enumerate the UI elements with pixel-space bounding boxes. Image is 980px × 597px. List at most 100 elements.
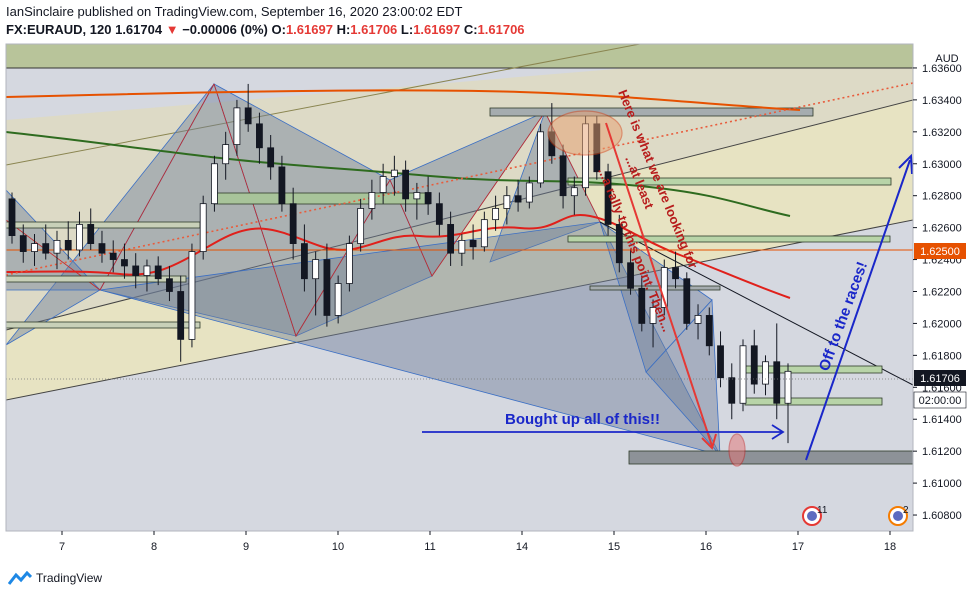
candle[interactable] xyxy=(402,160,410,212)
candle[interactable] xyxy=(98,230,106,263)
currency-label: AUD xyxy=(935,53,958,65)
candle[interactable] xyxy=(121,243,128,279)
candle[interactable] xyxy=(390,155,398,196)
candle-body-up xyxy=(390,169,398,177)
candle-body-up xyxy=(480,219,488,248)
candle[interactable] xyxy=(480,211,488,252)
y-tick-label: 1.63200 xyxy=(922,127,962,139)
candle-body-up xyxy=(143,265,151,276)
candle[interactable] xyxy=(233,99,241,156)
candle[interactable] xyxy=(784,363,792,444)
candle[interactable] xyxy=(615,214,623,273)
high-value: 1.61706 xyxy=(350,22,398,37)
event-badge-1[interactable]: 11 xyxy=(802,505,828,526)
price-change: −0.00006 (0%) xyxy=(182,22,268,37)
candle[interactable] xyxy=(728,363,736,420)
candle[interactable] xyxy=(413,182,421,220)
candle[interactable] xyxy=(604,163,612,236)
candle[interactable] xyxy=(773,323,781,420)
candle[interactable] xyxy=(750,329,758,394)
candle[interactable] xyxy=(42,224,50,260)
candle[interactable] xyxy=(469,224,477,260)
x-tick-label: 18 xyxy=(884,541,896,553)
candle-body-down xyxy=(514,195,522,203)
candle[interactable] xyxy=(31,234,38,266)
candle[interactable] xyxy=(627,249,634,295)
candle[interactable] xyxy=(8,192,16,244)
candle[interactable] xyxy=(357,198,365,252)
blue-up-arrow-head xyxy=(898,153,913,175)
candle[interactable] xyxy=(638,275,646,332)
candle[interactable] xyxy=(109,240,117,273)
candle[interactable] xyxy=(87,208,95,250)
tradingview-logo[interactable]: TradingView xyxy=(8,571,102,585)
box-bottom xyxy=(628,450,913,465)
candle[interactable] xyxy=(256,112,263,164)
candle[interactable] xyxy=(345,235,353,292)
candle[interactable] xyxy=(64,221,72,260)
candle-body-down xyxy=(627,262,634,289)
candle[interactable] xyxy=(379,163,387,204)
event-badge-2[interactable]: 2 xyxy=(888,505,909,526)
candle[interactable] xyxy=(514,179,522,212)
box-left-mid xyxy=(6,275,187,283)
candle[interactable] xyxy=(447,211,455,266)
candle[interactable] xyxy=(739,339,747,412)
candle-body-down xyxy=(109,252,117,260)
candle[interactable] xyxy=(705,307,713,356)
candle[interactable] xyxy=(660,259,668,316)
candle[interactable] xyxy=(222,131,230,180)
candle[interactable] xyxy=(649,299,657,348)
price-axis[interactable]: AUD 1.63600 1.63400 1.63200 1.63000 1.62800 1… xyxy=(913,53,962,522)
candle[interactable] xyxy=(424,176,432,215)
candle[interactable] xyxy=(301,224,308,292)
candle[interactable] xyxy=(154,256,162,286)
candle[interactable] xyxy=(559,144,567,209)
candle[interactable] xyxy=(683,272,691,330)
time-axis[interactable]: 7 8 9 10 11 14 15 16 17 18 xyxy=(59,531,896,553)
x-tick-label: 7 xyxy=(59,541,65,553)
candle[interactable] xyxy=(19,224,27,263)
candle[interactable] xyxy=(323,243,331,327)
candle[interactable] xyxy=(143,259,151,292)
symbol-label[interactable]: FX:EURAUD, 120 xyxy=(6,22,112,37)
candle[interactable] xyxy=(570,176,578,215)
candle[interactable] xyxy=(525,176,533,209)
candle[interactable] xyxy=(312,251,320,316)
candle[interactable] xyxy=(267,135,275,180)
candle[interactable] xyxy=(492,195,499,231)
candle[interactable] xyxy=(694,304,702,340)
candle[interactable] xyxy=(334,275,342,324)
candle[interactable] xyxy=(188,243,196,348)
candle[interactable] xyxy=(537,123,544,188)
box-support xyxy=(744,397,883,406)
candle[interactable] xyxy=(166,265,173,302)
candle[interactable] xyxy=(435,192,443,236)
candle-body-up xyxy=(784,370,792,404)
candle[interactable] xyxy=(672,251,679,289)
candle[interactable] xyxy=(211,155,218,212)
candle[interactable] xyxy=(368,179,376,220)
candle[interactable] xyxy=(76,211,83,257)
candle[interactable] xyxy=(458,234,466,266)
candle[interactable] xyxy=(762,355,769,396)
candle[interactable] xyxy=(244,83,252,132)
candle[interactable] xyxy=(177,275,185,362)
candle-body-down xyxy=(19,235,27,252)
candle-body-up xyxy=(53,239,61,254)
candle[interactable] xyxy=(717,331,724,388)
candle[interactable] xyxy=(132,253,140,289)
candle-body-down xyxy=(683,278,691,324)
candle-body-up xyxy=(199,203,207,252)
top-zone xyxy=(6,44,913,68)
candle[interactable] xyxy=(53,230,61,270)
candle[interactable] xyxy=(199,195,207,260)
candle[interactable] xyxy=(503,186,511,225)
candle[interactable] xyxy=(278,155,286,212)
candle-body-down xyxy=(87,224,95,244)
candle[interactable] xyxy=(289,187,297,260)
y-tick-label: 1.63600 xyxy=(922,63,962,75)
low-value: 1.61697 xyxy=(413,22,461,37)
candlesticks[interactable] xyxy=(8,83,792,444)
